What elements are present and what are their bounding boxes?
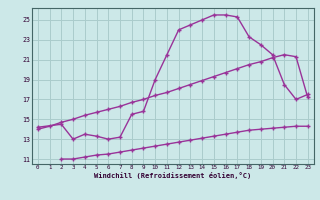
X-axis label: Windchill (Refroidissement éolien,°C): Windchill (Refroidissement éolien,°C) [94, 172, 252, 179]
